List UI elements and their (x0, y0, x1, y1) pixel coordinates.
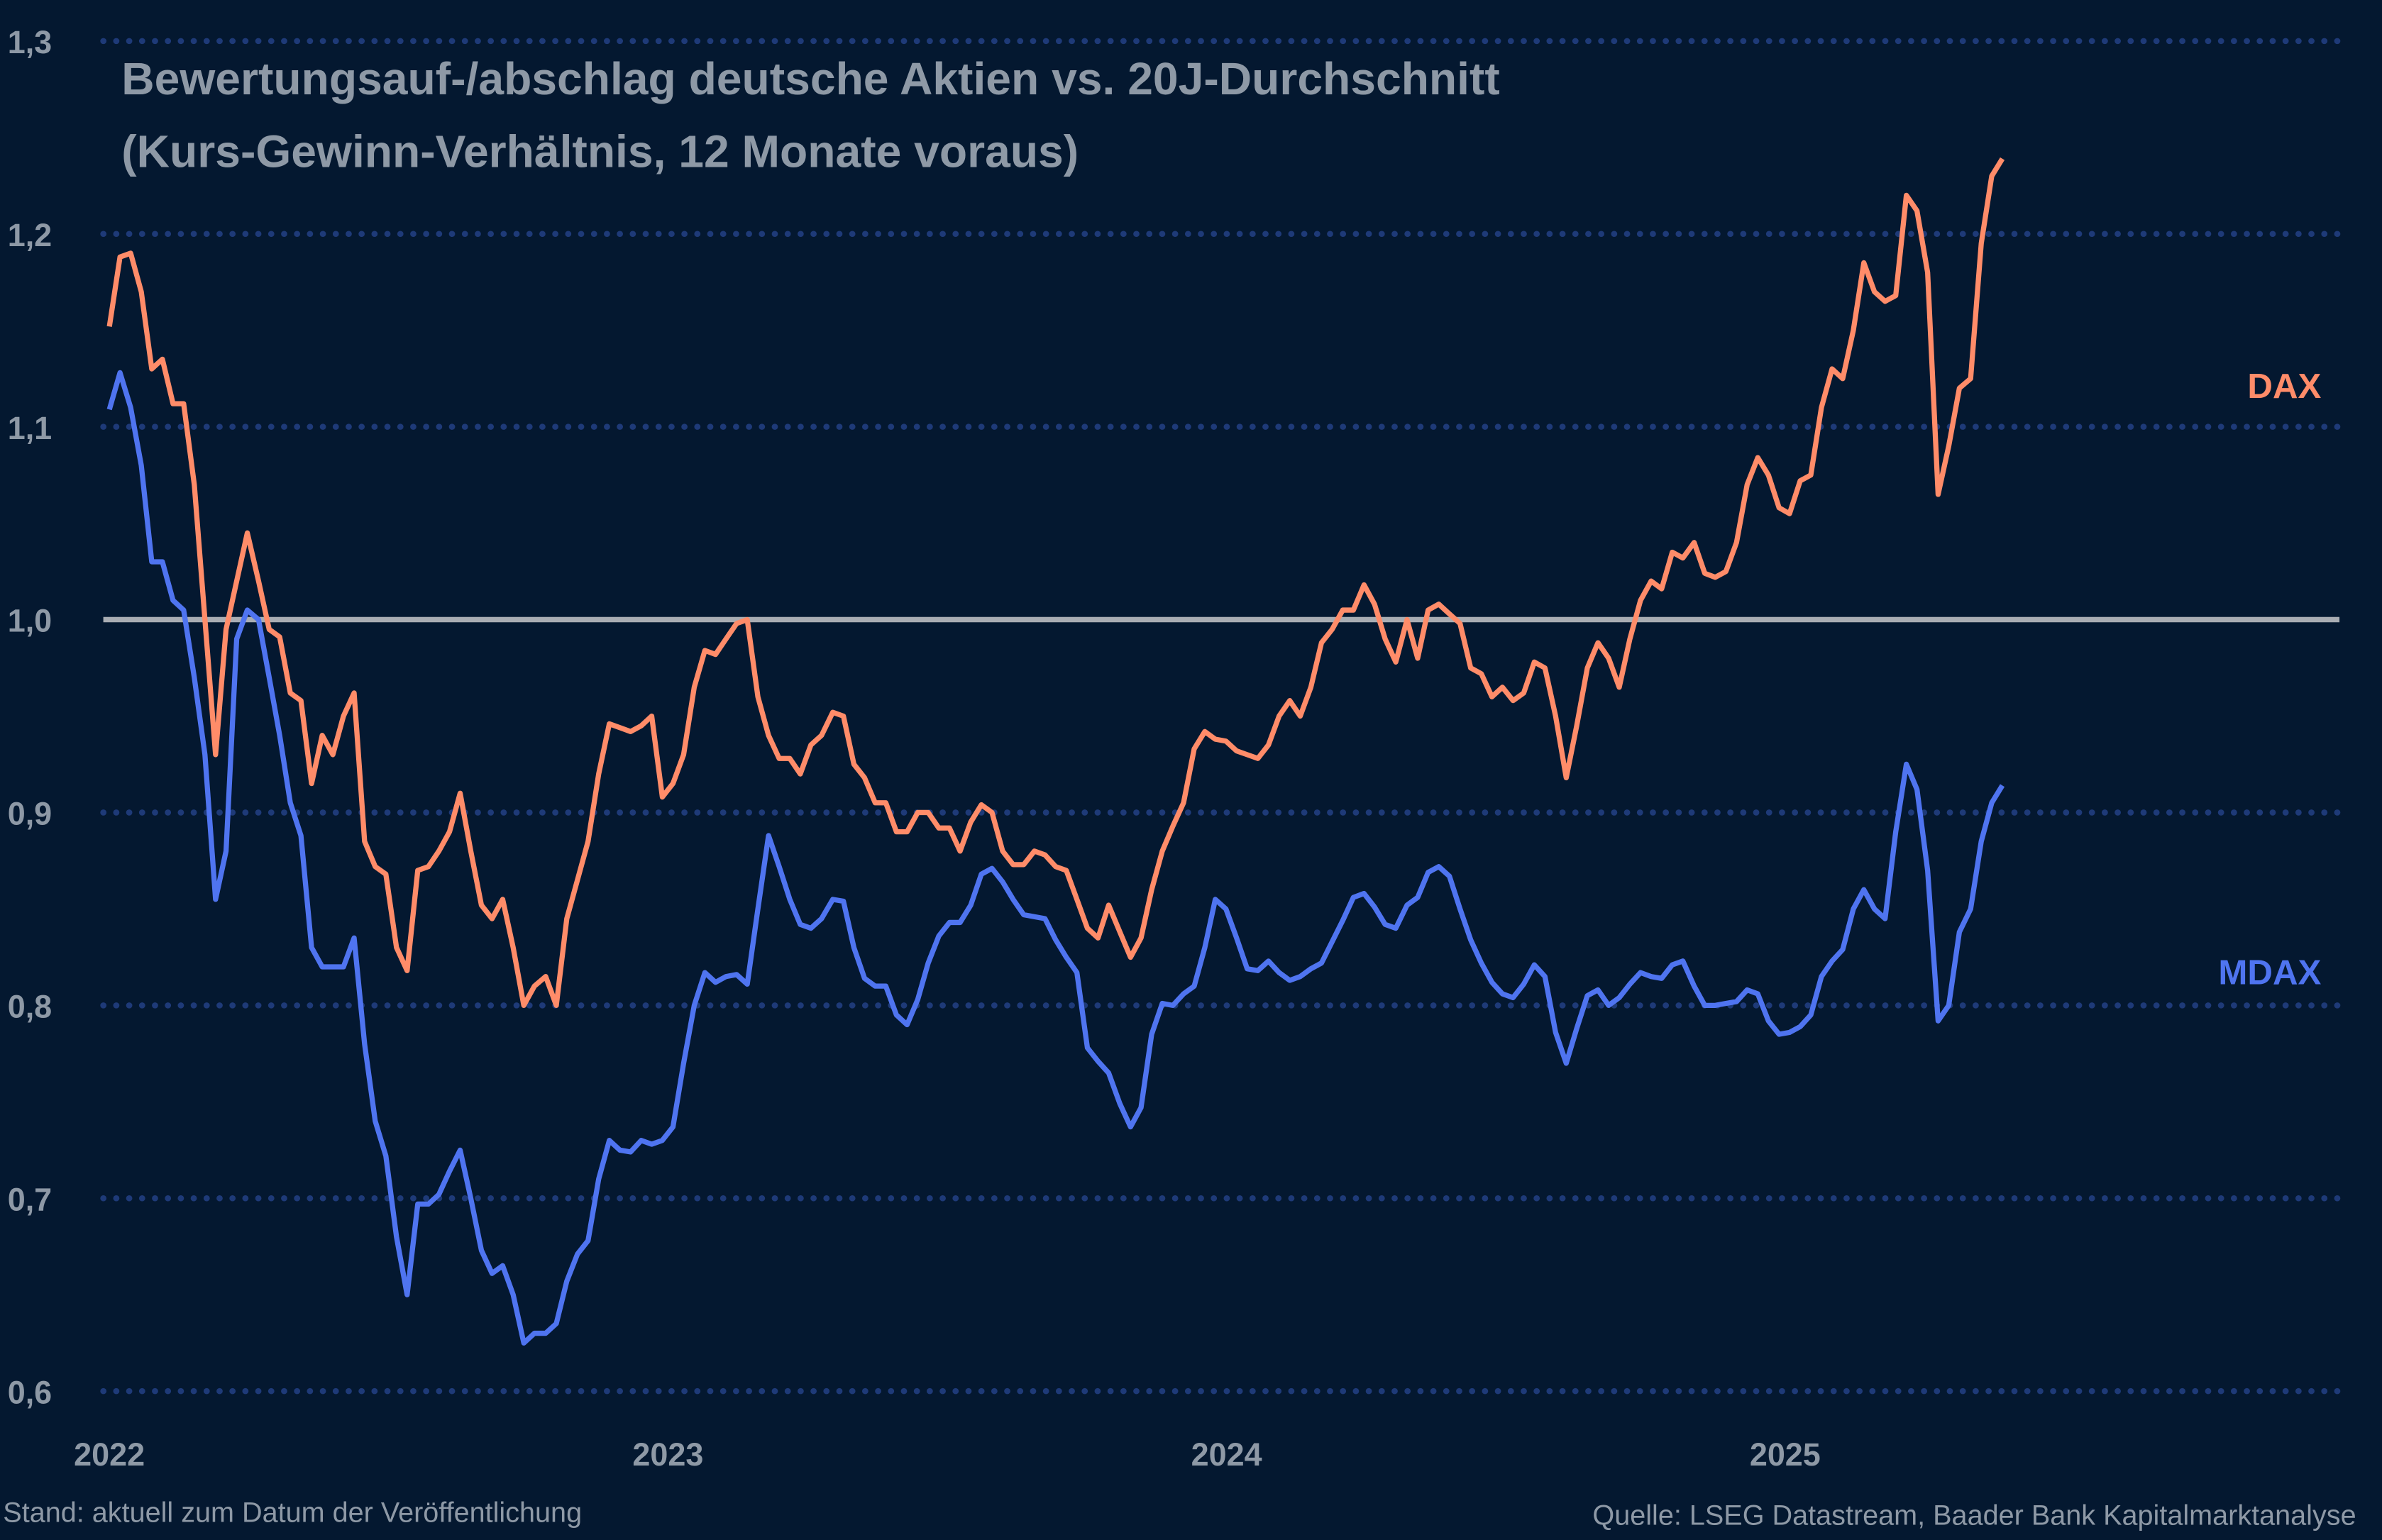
y-tick-label: 0,7 (8, 1181, 52, 1217)
y-tick-label: 0,8 (8, 988, 52, 1024)
x-tick-label: 2022 (74, 1436, 145, 1473)
x-tick-label: 2025 (1750, 1436, 1821, 1473)
y-tick-label: 0,9 (8, 796, 52, 832)
x-tick-label: 2023 (632, 1436, 703, 1473)
x-axis-ticks: 2022 2023 2024 2025 (74, 1436, 1821, 1473)
y-tick-label: 1,3 (8, 24, 52, 60)
series-line-dax (106, 157, 2005, 1008)
chart-title: Bewertungsauf-/abschlag deutsche Aktien … (121, 53, 1499, 104)
y-tick-label: 1,2 (8, 217, 52, 253)
series-label-dax: DAX (2247, 367, 2321, 406)
footer-left-note: Stand: aktuell zum Datum der Veröffentli… (3, 1497, 582, 1528)
y-tick-label: 1,1 (8, 410, 52, 446)
chart-subtitle: (Kurs-Gewinn-Verhältnis, 12 Monate vorau… (121, 126, 1079, 177)
y-axis-ticks: 1,3 1,2 1,1 1,0 0,9 0,8 0,7 0,6 (8, 24, 52, 1410)
series-group (106, 157, 2005, 1346)
y-tick-label: 1,0 (8, 603, 52, 639)
y-tick-label: 0,6 (8, 1374, 52, 1410)
x-tick-label: 2024 (1191, 1436, 1262, 1473)
series-label-mdax: MDAX (2218, 953, 2321, 992)
series-line-mdax (106, 370, 2005, 1346)
footer-source: Quelle: LSEG Datastream, Baader Bank Kap… (1592, 1500, 2356, 1531)
gridlines (100, 38, 2351, 1395)
